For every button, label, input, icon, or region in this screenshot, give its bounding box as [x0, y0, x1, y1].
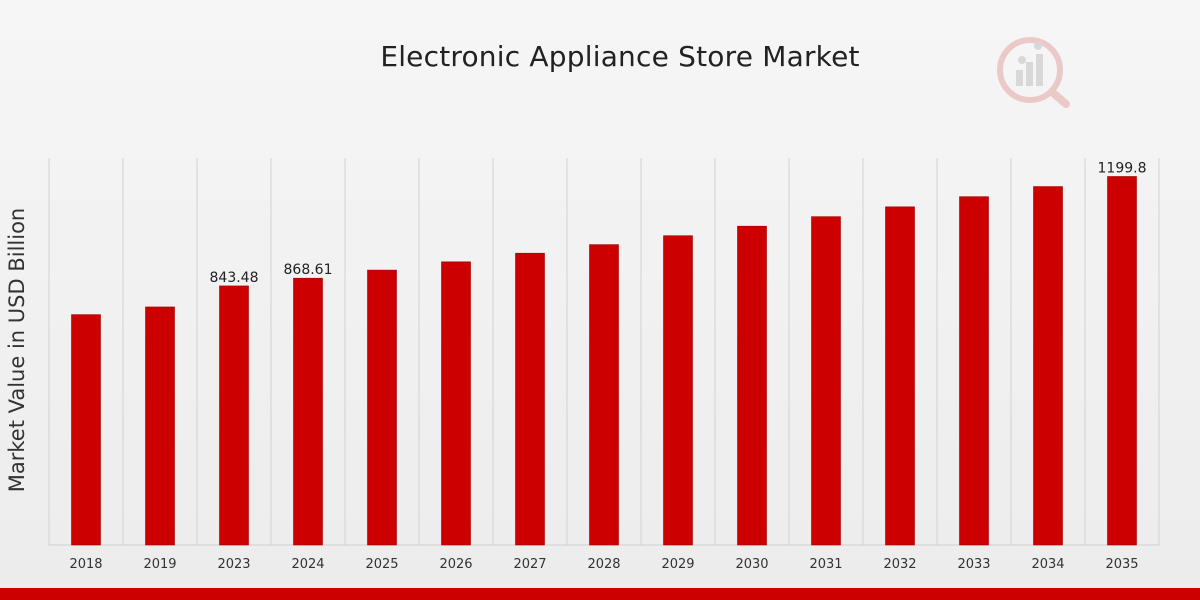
x-tick-label: 2028: [587, 557, 620, 572]
bar-2030: [737, 225, 767, 546]
chart-title: Electronic Appliance Store Market: [380, 40, 860, 73]
x-tick-label: 2032: [883, 557, 916, 572]
bar-2033: [959, 196, 989, 546]
x-tick-label: 2031: [809, 557, 842, 572]
x-tick-label: 2018: [69, 557, 102, 572]
x-tick-label: 2027: [513, 557, 546, 572]
x-tick-label: 2025: [365, 557, 398, 572]
bar-2035: [1107, 176, 1137, 546]
logo-icon: [997, 37, 1070, 108]
x-tick-label: 2033: [957, 557, 990, 572]
x-tick-label: 2030: [735, 557, 768, 572]
bar-2027: [515, 252, 545, 546]
bar-2025: [367, 269, 397, 546]
x-tick-label: 2026: [439, 557, 472, 572]
data-label: 1199.8: [1098, 160, 1147, 176]
bottom-accent-bar: [0, 588, 1200, 600]
bar-2019: [145, 306, 175, 546]
data-label: 868.61: [284, 262, 333, 278]
bar-2034: [1033, 186, 1063, 546]
bar-2024: [293, 277, 323, 546]
x-tick-label: 2035: [1105, 557, 1138, 572]
bar-2026: [441, 261, 471, 546]
data-label: 843.48: [210, 270, 259, 286]
x-tick-label: 2034: [1031, 557, 1064, 572]
x-tick-label: 2029: [661, 557, 694, 572]
bar-2032: [885, 206, 915, 546]
x-tick-label: 2024: [291, 557, 324, 572]
x-tick-label: 2019: [143, 557, 176, 572]
bar-2028: [589, 244, 619, 546]
bar-2029: [663, 235, 693, 546]
bar-2023: [219, 285, 249, 546]
x-tick-label: 2023: [217, 557, 250, 572]
bar-2031: [811, 216, 841, 546]
bar-2018: [71, 314, 101, 546]
